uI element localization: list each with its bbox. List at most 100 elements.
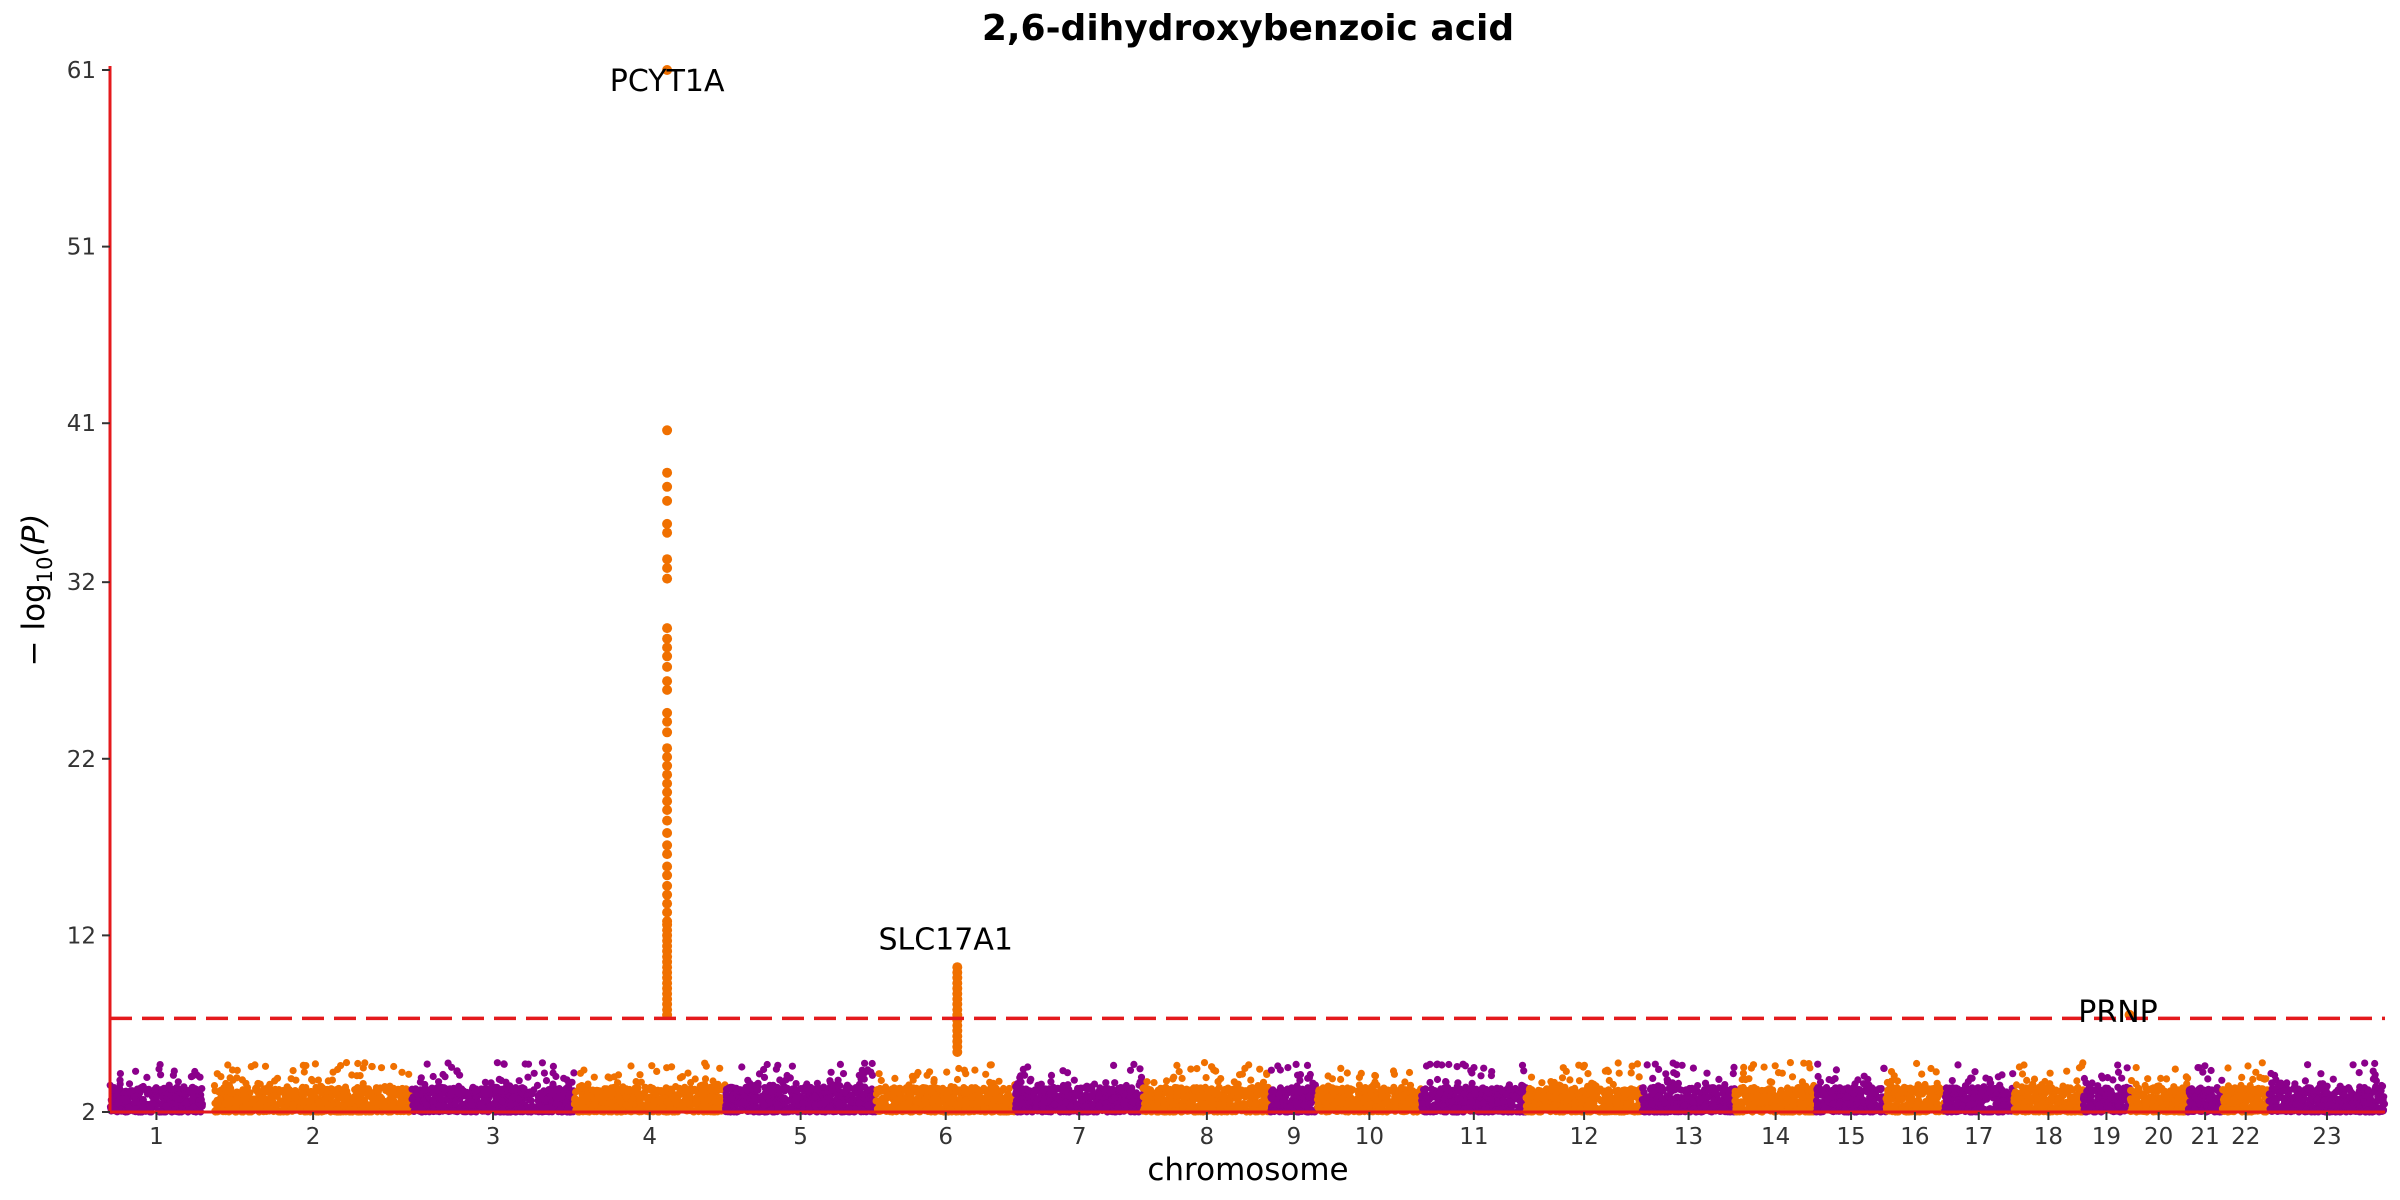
- snp-point: [1074, 1084, 1082, 1093]
- snp-point: [663, 1064, 671, 1072]
- snp-point: [487, 1079, 495, 1087]
- snp-point: [260, 1097, 268, 1105]
- snp-point: [744, 1076, 752, 1084]
- snp-point: [289, 1067, 297, 1075]
- snp-point: [1234, 1103, 1242, 1111]
- snp-point: [386, 1095, 394, 1103]
- snp-point: [570, 1069, 578, 1077]
- snp-point: [950, 1083, 959, 1091]
- snp-point: [213, 1096, 221, 1104]
- snp-point: [940, 1095, 948, 1103]
- snp-point: [155, 1065, 163, 1073]
- snp-point: [775, 1085, 784, 1093]
- snp-point: [538, 1059, 547, 1067]
- snp-point: [302, 1062, 310, 1070]
- snp-point: [891, 1074, 899, 1082]
- snp-point: [905, 1081, 913, 1089]
- snp-point: [302, 1084, 310, 1092]
- snp-point: [792, 1080, 800, 1088]
- snp-point: [553, 1099, 561, 1107]
- snp-point: [1363, 1102, 1372, 1110]
- snp-point: [441, 1073, 449, 1081]
- snp-point: [1236, 1071, 1244, 1079]
- chromosome-7-points: [1012, 1060, 1147, 1116]
- snp-point: [1234, 1080, 1242, 1088]
- snp-point: [529, 1103, 537, 1112]
- snp-point: [987, 1061, 995, 1069]
- snp-point: [952, 1101, 960, 1109]
- snp-point: [1064, 1081, 1072, 1089]
- snp-point: [305, 1103, 313, 1111]
- snp-point: [530, 1069, 538, 1077]
- snp-point: [444, 1059, 452, 1067]
- snp-point: [603, 1085, 611, 1093]
- snp-point: [673, 1095, 682, 1103]
- snp-point: [289, 1101, 297, 1109]
- snp-point: [799, 1099, 807, 1107]
- snp-point: [1268, 1094, 1276, 1102]
- snp-point: [1051, 1101, 1059, 1109]
- snp-point: [625, 1102, 633, 1110]
- snp-point: [276, 1097, 284, 1105]
- snp-point: [1047, 1087, 1055, 1095]
- snp-point: [1279, 1086, 1287, 1095]
- snp-point: [270, 1092, 278, 1100]
- snp-point: [1391, 1103, 1400, 1111]
- snp-point: [990, 1096, 998, 1104]
- chromosome-9-points: [1267, 1060, 1321, 1116]
- snp-point: [908, 1072, 917, 1080]
- snp-point: [1292, 1060, 1300, 1068]
- snp-point: [835, 1092, 843, 1100]
- snp-point: [1274, 1062, 1282, 1070]
- snp-point: [451, 1099, 459, 1108]
- chromosome-8-points: [1139, 1059, 1274, 1116]
- snp-point: [259, 1087, 267, 1095]
- snp-point: [972, 1085, 980, 1093]
- snp-point: [542, 1077, 551, 1085]
- snp-point: [549, 1080, 557, 1088]
- snp-point: [403, 1091, 411, 1099]
- snp-point: [498, 1097, 506, 1105]
- snp-point: [607, 1099, 615, 1107]
- snp-point: [189, 1093, 197, 1101]
- snp-point: [354, 1059, 362, 1068]
- snp-point: [439, 1102, 447, 1110]
- snp-point: [591, 1096, 599, 1104]
- snp-point: [648, 1062, 656, 1070]
- snp-point: [518, 1084, 526, 1092]
- snp-point: [417, 1074, 425, 1082]
- snp-point: [1024, 1087, 1033, 1095]
- snp-point: [657, 1087, 665, 1095]
- snp-point: [839, 1070, 848, 1078]
- snp-point: [855, 1099, 863, 1107]
- snp-point: [127, 1087, 135, 1095]
- snp-point: [707, 1087, 716, 1095]
- snp-point: [398, 1084, 406, 1093]
- snp-point: [953, 1075, 962, 1084]
- snp-point: [1018, 1099, 1026, 1107]
- snp-point: [663, 1097, 672, 1106]
- snp-point: [132, 1067, 140, 1075]
- snp-point: [1136, 1065, 1144, 1073]
- snp-point: [864, 1101, 872, 1109]
- snp-point: [867, 1068, 875, 1076]
- snp-point: [1257, 1087, 1266, 1095]
- snp-point: [380, 1097, 388, 1105]
- snp-point: [1187, 1065, 1195, 1073]
- snp-point: [1027, 1075, 1035, 1083]
- chart-title: 2,6-dihydroxybenzoic acid: [982, 8, 1514, 49]
- snp-point: [412, 1085, 420, 1093]
- snp-point: [565, 1080, 573, 1088]
- snp-point: [354, 1084, 362, 1092]
- snp-point: [436, 1093, 444, 1101]
- snp-point: [420, 1086, 428, 1094]
- snp-point: [347, 1099, 355, 1107]
- snp-point: [169, 1071, 177, 1079]
- snp-point: [769, 1081, 777, 1089]
- snp-point: [852, 1084, 860, 1092]
- snp-point: [191, 1067, 199, 1076]
- snp-point: [760, 1101, 768, 1109]
- snp-point: [928, 1086, 936, 1095]
- snp-point: [738, 1087, 746, 1095]
- snp-point: [1106, 1087, 1114, 1095]
